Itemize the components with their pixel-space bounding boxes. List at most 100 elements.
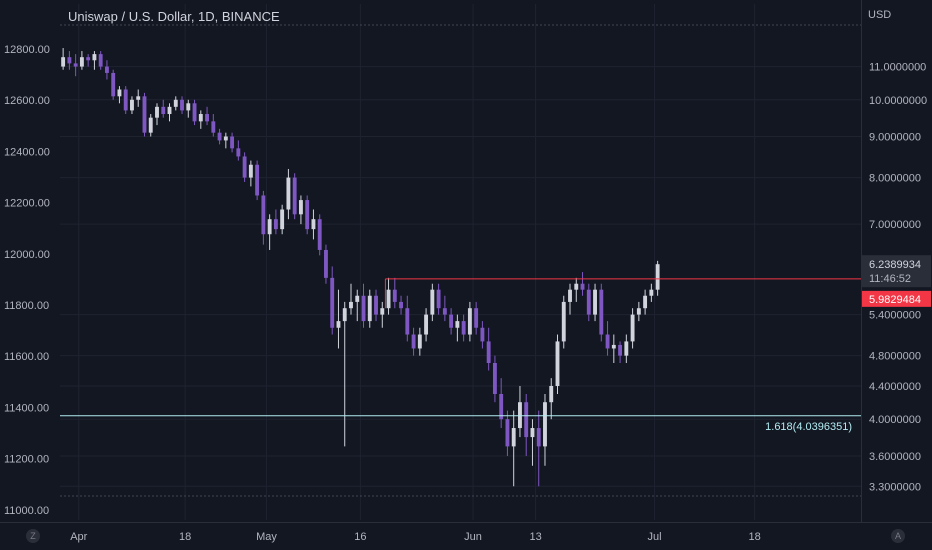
candle-up — [549, 385, 554, 403]
candle-up — [298, 200, 303, 215]
candle-down — [305, 200, 310, 230]
candle-up — [286, 177, 291, 210]
right-axis: 11.0000000 10.0000000 9.0000000 8.0000000 7.… — [861, 0, 932, 550]
time-tick-label: 16 — [354, 531, 366, 543]
right-tick-label: 11.0000000 — [869, 62, 926, 74]
left-tick-label: 12000.00 — [4, 249, 50, 261]
chart-title: Uniswap / U.S. Dollar, 1D, BINANCE — [68, 9, 280, 24]
candle-down — [480, 327, 485, 342]
time-axis: Apr 18 May 16 Jun 13 Jul 18 — [0, 522, 932, 543]
time-tick-label: Apr — [70, 531, 87, 543]
candle-up — [611, 344, 616, 349]
candle-up — [130, 99, 134, 111]
last-price-tag — [862, 255, 931, 288]
candle-down — [123, 89, 128, 111]
candle-up — [148, 117, 153, 133]
candle-down — [586, 289, 591, 315]
candle-down — [292, 177, 297, 215]
candle-down — [67, 57, 72, 64]
candle-down — [261, 195, 266, 235]
candle-down — [86, 57, 91, 61]
candle-down — [324, 249, 328, 278]
right-tick-label: 7.0000000 — [869, 219, 921, 231]
candle-up — [655, 264, 660, 290]
left-tick-label: 12600.00 — [4, 95, 50, 107]
candle-down — [392, 289, 397, 302]
candle-up — [223, 136, 228, 141]
time-tick-label: 13 — [529, 531, 541, 543]
candle-up — [386, 289, 391, 309]
countdown-label: 11:46:52 — [869, 273, 911, 285]
candle-up — [280, 209, 285, 230]
candle-up — [117, 89, 122, 97]
right-tick-label: 4.8000000 — [869, 351, 921, 363]
candle-down — [255, 164, 260, 196]
candle-down — [605, 334, 610, 349]
candle-up — [336, 321, 341, 328]
candle-up — [555, 341, 560, 386]
candle-up — [630, 314, 635, 342]
candle-down — [449, 314, 454, 328]
candle-down — [411, 334, 416, 349]
resistance-price-label: 5.9829484 — [869, 294, 921, 306]
currency-label: USD — [868, 9, 891, 21]
left-tick-label: 11800.00 — [4, 300, 49, 312]
candle-up — [155, 106, 159, 118]
candle-up — [511, 428, 516, 447]
left-tick-label: 12800.00 — [4, 44, 50, 56]
candle-down — [230, 136, 235, 149]
candle-down — [98, 54, 103, 67]
candle-up — [593, 289, 597, 315]
candle-up — [186, 103, 191, 111]
grid — [60, 4, 861, 520]
candle-down — [361, 295, 366, 322]
time-tick-label: Jun — [464, 531, 482, 543]
candle-up — [167, 106, 172, 115]
time-tick-label: May — [256, 531, 277, 543]
candle-down — [536, 428, 541, 447]
candle-down — [192, 103, 197, 122]
zoom-toggle-button[interactable]: Z — [26, 529, 40, 543]
candles — [61, 48, 660, 487]
candle-up — [624, 341, 629, 356]
candle-up — [311, 219, 316, 230]
candle-down — [217, 132, 222, 141]
candle-down — [205, 114, 209, 122]
time-tick-label: Jul — [647, 531, 661, 543]
resistance-price-tag — [862, 290, 931, 307]
candle-up — [561, 301, 566, 342]
time-tick-label: 18 — [748, 531, 760, 543]
candle-up — [543, 402, 547, 447]
candle-down — [599, 289, 604, 335]
candle-up — [349, 301, 353, 309]
candle-down — [317, 219, 322, 250]
candle-up — [79, 57, 84, 67]
candle-up — [568, 289, 572, 302]
candle-down — [111, 72, 116, 97]
candle-down — [73, 63, 78, 67]
right-tick-label: 8.0000000 — [869, 173, 921, 185]
candle-up — [92, 54, 97, 61]
fib-label: 1.618(4.0396351) — [765, 421, 852, 433]
auto-scale-button[interactable]: A — [891, 529, 905, 543]
left-tick-label: 12400.00 — [4, 146, 50, 158]
candle-down — [399, 301, 403, 309]
right-tick-label: 4.4000000 — [869, 381, 921, 393]
candle-down — [142, 96, 147, 133]
candle-down — [499, 394, 504, 420]
candle-down — [405, 308, 410, 335]
candle-up — [267, 219, 272, 235]
left-tick-label: 11400.00 — [4, 402, 49, 414]
candle-down — [580, 283, 585, 290]
candle-down — [618, 344, 623, 356]
candle-up — [367, 295, 372, 322]
candle-up — [136, 96, 141, 100]
right-tick-label: 3.6000000 — [869, 451, 921, 463]
candle-down — [211, 121, 216, 133]
candle-down — [486, 341, 491, 363]
candle-down — [330, 277, 335, 328]
candle-down — [461, 321, 466, 335]
right-tick-label: 9.0000000 — [869, 132, 921, 144]
left-tick-label: 11600.00 — [4, 351, 49, 363]
